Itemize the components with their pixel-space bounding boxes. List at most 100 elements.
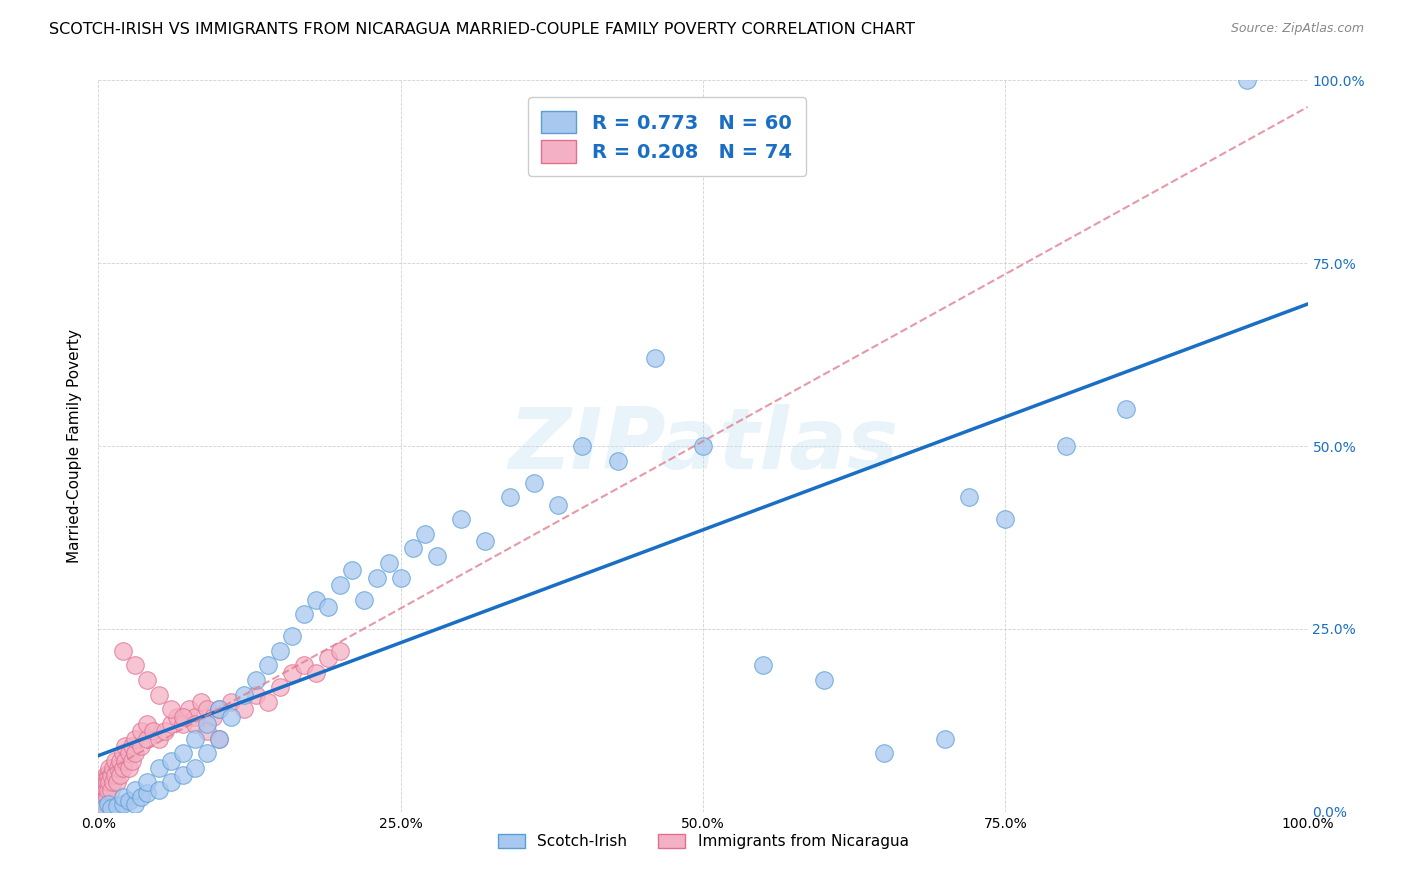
Point <box>100 782 122 797</box>
Point <box>93 790 115 805</box>
Point <box>105 775 128 789</box>
Point <box>108 754 131 768</box>
Point <box>98 775 121 789</box>
Point <box>232 702 254 716</box>
Point <box>97 782 120 797</box>
Point <box>100 768 122 782</box>
Point <box>184 761 207 775</box>
Point <box>329 578 352 592</box>
Point <box>607 453 630 467</box>
Point <box>523 475 546 490</box>
Point <box>413 526 436 541</box>
Point <box>96 775 118 789</box>
Point <box>692 439 714 453</box>
Point <box>474 534 496 549</box>
Point <box>208 731 231 746</box>
Point <box>105 798 128 813</box>
Point <box>281 665 304 680</box>
Point <box>316 599 339 614</box>
Point <box>195 717 218 731</box>
Point <box>124 731 146 746</box>
Point <box>994 512 1017 526</box>
Point <box>172 768 194 782</box>
Point <box>111 797 134 812</box>
Point <box>121 739 143 753</box>
Point <box>292 658 315 673</box>
Point <box>91 790 114 805</box>
Point <box>142 724 165 739</box>
Point <box>93 775 115 789</box>
Point <box>172 717 194 731</box>
Point <box>269 681 291 695</box>
Point <box>93 801 115 815</box>
Point <box>124 746 146 760</box>
Point <box>202 709 225 723</box>
Point <box>87 797 110 812</box>
Point <box>114 754 136 768</box>
Point <box>111 761 134 775</box>
Text: Source: ZipAtlas.com: Source: ZipAtlas.com <box>1230 22 1364 36</box>
Point <box>160 754 183 768</box>
Point <box>148 761 170 775</box>
Point <box>208 702 231 716</box>
Point <box>118 761 141 775</box>
Point <box>195 702 218 716</box>
Point <box>98 761 121 775</box>
Point <box>135 673 157 687</box>
Point <box>124 782 146 797</box>
Point <box>402 541 425 556</box>
Point <box>813 673 835 687</box>
Point <box>1236 73 1258 87</box>
Point <box>281 629 304 643</box>
Point <box>752 658 775 673</box>
Point <box>135 731 157 746</box>
Point <box>153 724 176 739</box>
Point <box>190 695 212 709</box>
Point <box>89 794 111 808</box>
Point <box>91 794 114 808</box>
Point <box>94 768 117 782</box>
Point <box>232 688 254 702</box>
Text: SCOTCH-IRISH VS IMMIGRANTS FROM NICARAGUA MARRIED-COUPLE FAMILY POVERTY CORRELAT: SCOTCH-IRISH VS IMMIGRANTS FROM NICARAGU… <box>49 22 915 37</box>
Point <box>111 790 134 805</box>
Point <box>571 439 593 453</box>
Point <box>104 768 127 782</box>
Point <box>135 775 157 789</box>
Point <box>114 739 136 753</box>
Point <box>172 709 194 723</box>
Point <box>1115 402 1137 417</box>
Point <box>366 571 388 585</box>
Point <box>245 673 267 687</box>
Point <box>184 709 207 723</box>
Point <box>129 790 152 805</box>
Point <box>118 746 141 760</box>
Point <box>108 768 131 782</box>
Point <box>547 498 569 512</box>
Legend: Scotch-Irish, Immigrants from Nicaragua: Scotch-Irish, Immigrants from Nicaragua <box>491 828 915 855</box>
Point <box>195 724 218 739</box>
Point <box>184 731 207 746</box>
Point <box>498 490 520 504</box>
Point <box>450 512 472 526</box>
Point <box>329 644 352 658</box>
Point <box>1054 439 1077 453</box>
Text: ZIPatlas: ZIPatlas <box>508 404 898 488</box>
Point <box>208 702 231 716</box>
Point <box>91 775 114 789</box>
Point <box>389 571 412 585</box>
Point <box>124 658 146 673</box>
Point <box>96 790 118 805</box>
Point <box>107 761 129 775</box>
Point <box>172 746 194 760</box>
Point <box>91 782 114 797</box>
Point <box>873 746 896 760</box>
Point <box>179 702 201 716</box>
Point <box>129 724 152 739</box>
Point <box>148 688 170 702</box>
Point <box>426 549 449 563</box>
Point <box>342 563 364 577</box>
Point <box>135 717 157 731</box>
Point <box>166 709 188 723</box>
Point <box>148 731 170 746</box>
Point <box>111 746 134 760</box>
